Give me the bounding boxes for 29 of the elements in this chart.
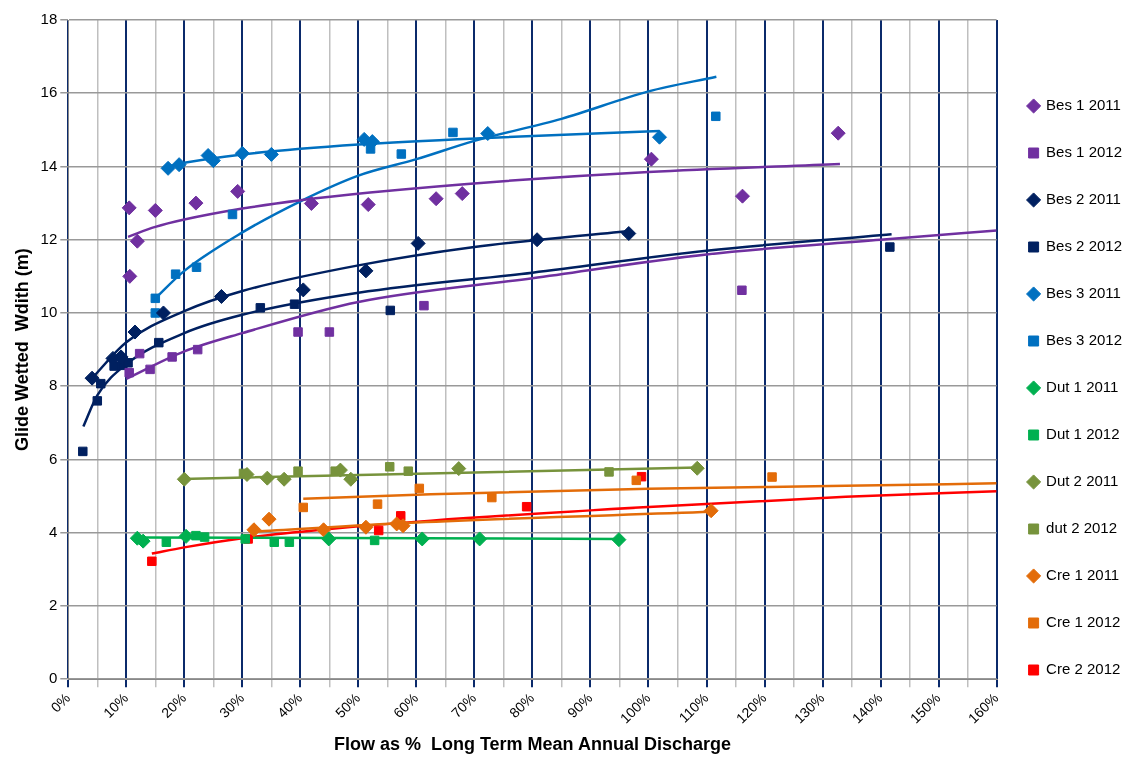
legend-label: Bes 3 2011 <box>1046 284 1121 302</box>
x-axis-title: Flow as % Long Term Mean Annual Discharge <box>333 734 731 755</box>
legend-label: Dut 1 2011 <box>1046 378 1119 396</box>
legend-label: Bes 2 2012 <box>1046 237 1123 255</box>
legend-label: Cre 1 2012 <box>1046 613 1121 631</box>
y-tick-label: 10 <box>40 303 58 321</box>
legend-label: Cre 1 2011 <box>1046 566 1120 584</box>
y-tick-label: 2 <box>48 596 58 614</box>
legend-label: Bes 1 2011 <box>1046 96 1121 114</box>
y-tick-label: 16 <box>40 83 58 101</box>
legend-label: Bes 3 2012 <box>1046 331 1123 349</box>
y-axis-title: Glide Wetted Wdith (m) <box>11 248 32 451</box>
x-tick-label: 70% <box>448 689 480 721</box>
x-tick-label: 0% <box>47 689 74 716</box>
legend-label: dut 2 2012 <box>1046 519 1118 537</box>
x-tick-label: 40% <box>274 689 306 721</box>
legend-label: Bes 1 2012 <box>1046 143 1123 161</box>
y-tick-label: 18 <box>40 10 58 28</box>
legend-label: Dut 2 2011 <box>1046 472 1119 490</box>
legend-label: Cre 2 2012 <box>1046 660 1121 678</box>
y-tick-label: 6 <box>48 449 58 467</box>
y-tick-label: 14 <box>40 156 58 174</box>
y-tick-label: 4 <box>48 522 58 540</box>
y-tick-label: 8 <box>48 376 58 394</box>
legend-label: Bes 2 2011 <box>1046 190 1121 208</box>
legend-label: Dut 1 2012 <box>1046 425 1120 443</box>
y-tick-label: 12 <box>40 229 58 247</box>
y-tick-label: 0 <box>48 669 58 687</box>
x-tick-label: 60% <box>390 689 422 721</box>
